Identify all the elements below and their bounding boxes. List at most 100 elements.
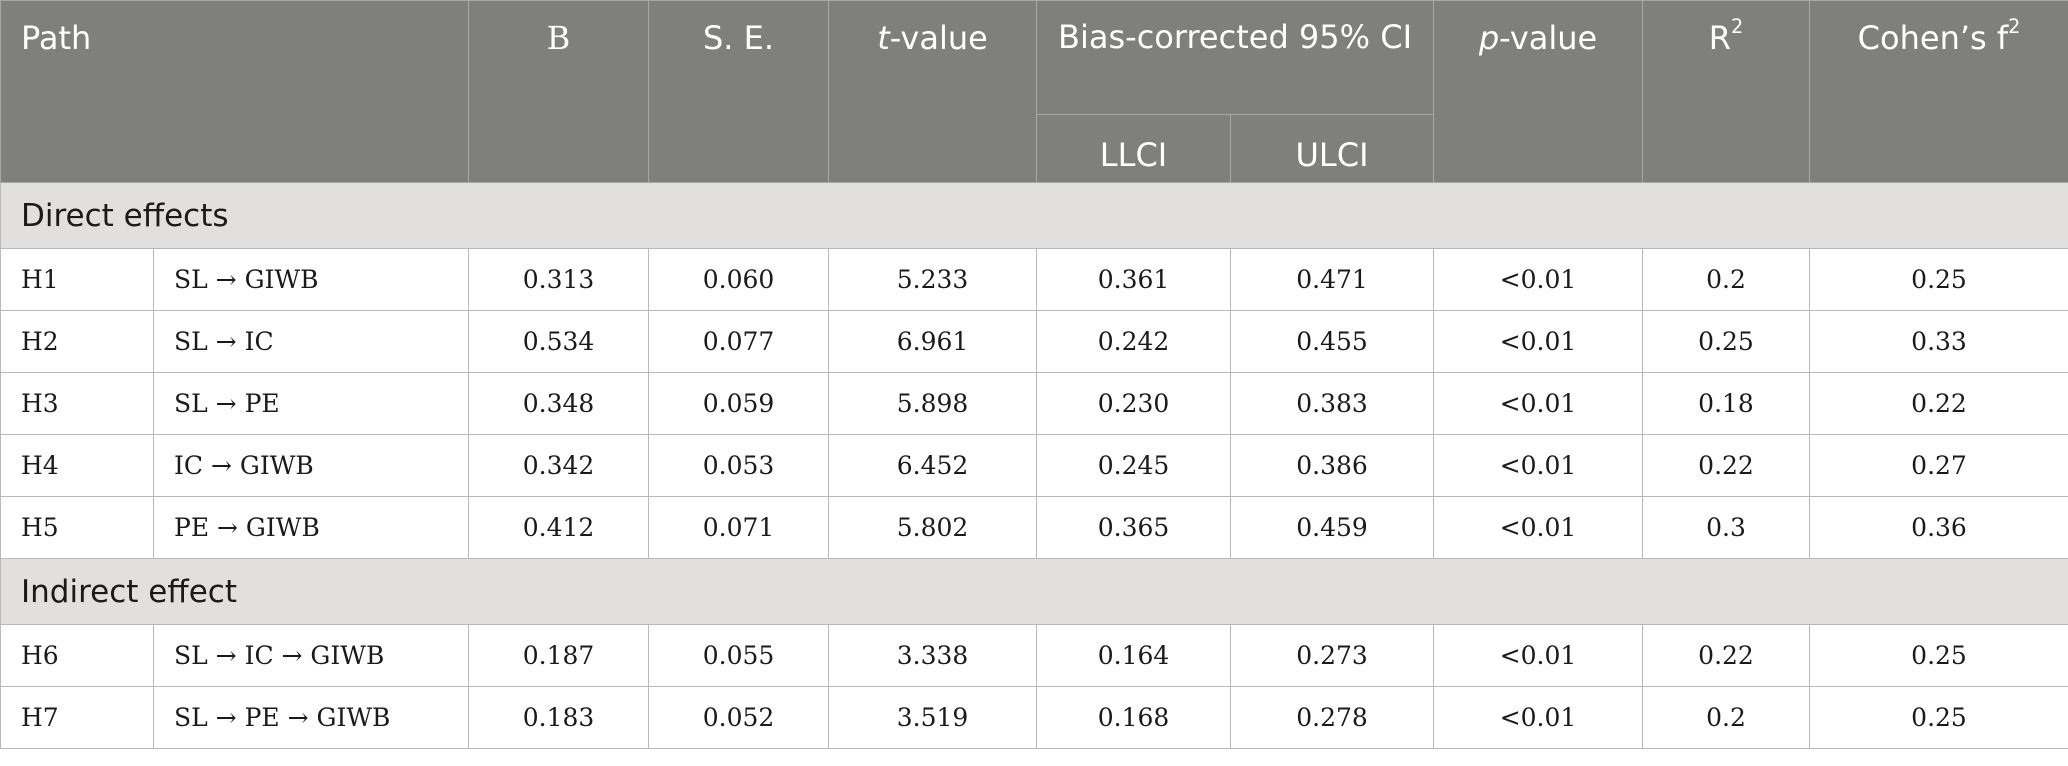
r-squared-header: R2 — [1642, 0, 1811, 183]
f-base: Cohen’s f — [1857, 19, 2009, 57]
hypothesis-cell: H1 — [0, 248, 154, 311]
p-value-cell: <0.01 — [1433, 248, 1644, 311]
path-cell: PE → GIWB — [152, 496, 470, 559]
t-value-cell: 5.898 — [828, 372, 1038, 435]
t-italic: t — [877, 19, 890, 57]
b-cell: 0.534 — [468, 310, 650, 373]
cohens-f2-cell: 0.33 — [1809, 310, 2068, 373]
section-row: Direct effects — [0, 182, 2068, 249]
t-value-cell: 3.338 — [828, 624, 1038, 687]
ulci-header: ULCI — [1230, 114, 1435, 183]
path-cell: SL → IC — [152, 310, 470, 373]
se-cell: 0.055 — [648, 624, 830, 687]
r-squared-cell: 0.2 — [1642, 248, 1811, 311]
cohens-f2-cell: 0.25 — [1809, 624, 2068, 687]
se-header: S. E. — [648, 0, 830, 183]
b-cell: 0.183 — [468, 686, 650, 749]
r-squared-cell: 0.25 — [1642, 310, 1811, 373]
b-cell: 0.342 — [468, 434, 650, 497]
cohens-f2-cell: 0.25 — [1809, 686, 2068, 749]
hypothesis-cell: H3 — [0, 372, 154, 435]
t-value-cell: 6.452 — [828, 434, 1038, 497]
ulci-cell: 0.273 — [1230, 624, 1435, 687]
llci-cell: 0.365 — [1036, 496, 1232, 559]
hypothesis-cell: H7 — [0, 686, 154, 749]
p-value-cell: <0.01 — [1433, 372, 1644, 435]
se-cell: 0.053 — [648, 434, 830, 497]
r-squared-cell: 0.22 — [1642, 434, 1811, 497]
llci-cell: 0.245 — [1036, 434, 1232, 497]
hypothesis-cell: H4 — [0, 434, 154, 497]
section-row: Indirect effect — [0, 558, 2068, 625]
cohens-f2-cell: 0.27 — [1809, 434, 2068, 497]
p-value-cell: <0.01 — [1433, 496, 1644, 559]
path-cell: SL → GIWB — [152, 248, 470, 311]
r-sup: 2 — [1731, 15, 1744, 38]
f-sup: 2 — [2008, 15, 2021, 38]
t-value-cell: 6.961 — [828, 310, 1038, 373]
llci-cell: 0.230 — [1036, 372, 1232, 435]
table-body: Direct effects H1 SL → GIWB 0.313 0.060 5.233… — [0, 182, 2068, 749]
ulci-cell: 0.278 — [1230, 686, 1435, 749]
llci-cell: 0.242 — [1036, 310, 1232, 373]
table-row: H4 IC → GIWB 0.342 0.053 6.452 0.245 0.386 <0.0… — [0, 434, 2068, 497]
se-cell: 0.077 — [648, 310, 830, 373]
table-row: H1 SL → GIWB 0.313 0.060 5.233 0.361 0.471 <0.0… — [0, 248, 2068, 311]
cohens-f2-cell: 0.22 — [1809, 372, 2068, 435]
cohens-f2-cell: 0.36 — [1809, 496, 2068, 559]
llci-header: LLCI — [1036, 114, 1232, 183]
b-cell: 0.313 — [468, 248, 650, 311]
se-cell: 0.071 — [648, 496, 830, 559]
ulci-cell: 0.386 — [1230, 434, 1435, 497]
ulci-cell: 0.383 — [1230, 372, 1435, 435]
r-squared-cell: 0.3 — [1642, 496, 1811, 559]
t-value-cell: 3.519 — [828, 686, 1038, 749]
hypothesis-cell: H5 — [0, 496, 154, 559]
table-row: H5 PE → GIWB 0.412 0.071 5.802 0.365 0.459 <0.0… — [0, 496, 2068, 559]
hypothesis-cell: H2 — [0, 310, 154, 373]
b-cell: 0.348 — [468, 372, 650, 435]
r-squared-cell: 0.22 — [1642, 624, 1811, 687]
p-value-header: p-value — [1433, 0, 1644, 183]
ulci-cell: 0.459 — [1230, 496, 1435, 559]
llci-cell: 0.361 — [1036, 248, 1232, 311]
se-cell: 0.060 — [648, 248, 830, 311]
cohens-f2-cell: 0.25 — [1809, 248, 2068, 311]
path-cell: IC → GIWB — [152, 434, 470, 497]
p-value-cell: <0.01 — [1433, 686, 1644, 749]
path-header: Path — [0, 0, 470, 183]
p-italic: p — [1478, 19, 1500, 57]
table-row: H6 SL → IC → GIWB 0.187 0.055 3.338 0.164 0.27… — [0, 624, 2068, 687]
results-table: Path B S. E. t-value Bias-corrected 95% … — [0, 0, 2068, 749]
llci-cell: 0.164 — [1036, 624, 1232, 687]
llci-cell: 0.168 — [1036, 686, 1232, 749]
t-value-header: t-value — [828, 0, 1038, 183]
table-row: H3 SL → PE 0.348 0.059 5.898 0.230 0.383 <0.01 0… — [0, 372, 2068, 435]
ci-header: Bias-corrected 95% CI — [1036, 0, 1435, 115]
b-cell: 0.412 — [468, 496, 650, 559]
r-squared-cell: 0.2 — [1642, 686, 1811, 749]
section-title: Direct effects — [0, 182, 2068, 249]
ulci-cell: 0.455 — [1230, 310, 1435, 373]
p-value-cell: <0.01 — [1433, 624, 1644, 687]
r-base: R — [1708, 19, 1732, 57]
b-cell: 0.187 — [468, 624, 650, 687]
section-title: Indirect effect — [0, 558, 2068, 625]
se-cell: 0.059 — [648, 372, 830, 435]
se-cell: 0.052 — [648, 686, 830, 749]
t-rest: -value — [889, 19, 988, 57]
p-value-cell: <0.01 — [1433, 310, 1644, 373]
path-cell: SL → PE → GIWB — [152, 686, 470, 749]
table-row: H2 SL → IC 0.534 0.077 6.961 0.242 0.455 <0.01 0… — [0, 310, 2068, 373]
t-value-cell: 5.802 — [828, 496, 1038, 559]
ulci-cell: 0.471 — [1230, 248, 1435, 311]
r-squared-cell: 0.18 — [1642, 372, 1811, 435]
cohens-f2-header: Cohen’s f2 — [1809, 0, 2068, 183]
path-cell: SL → IC → GIWB — [152, 624, 470, 687]
path-cell: SL → PE — [152, 372, 470, 435]
t-value-cell: 5.233 — [828, 248, 1038, 311]
p-value-cell: <0.01 — [1433, 434, 1644, 497]
p-rest: -value — [1499, 19, 1598, 57]
b-header: B — [468, 0, 650, 183]
table-header: Path B S. E. t-value Bias-corrected 95% … — [0, 0, 2068, 183]
